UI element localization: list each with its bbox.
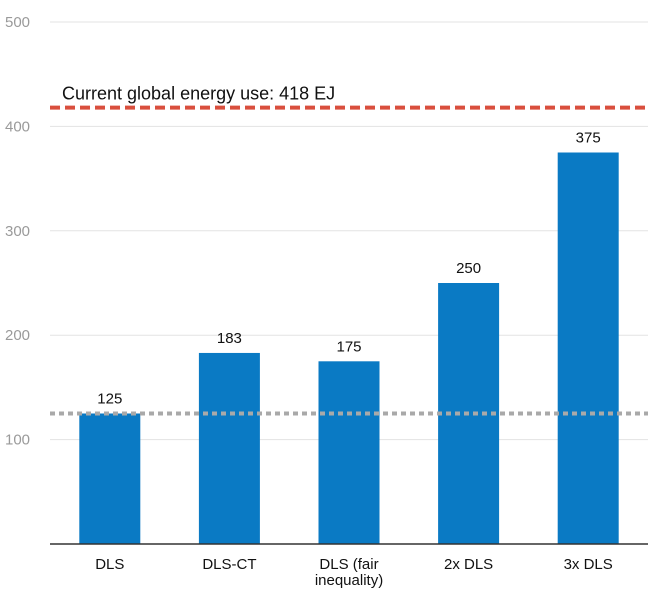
x-category-labels: DLS DLS-CT DLS (fair inequality) 2x DLS 3x DL… — [95, 556, 613, 589]
y-tick-labels: 100 200 300 400 500 — [5, 14, 30, 449]
x-category-label-0: DLS — [95, 556, 124, 573]
reference-lines: Current global energy use: 418 EJ — [50, 84, 648, 416]
value-label-3: 250 — [456, 260, 481, 277]
y-tick-label-400: 400 — [5, 118, 30, 135]
value-label-0: 125 — [97, 391, 122, 408]
y-tick-label-300: 300 — [5, 223, 30, 240]
bar-layer — [79, 152, 619, 544]
bar-4 — [557, 152, 619, 544]
y-tick-label-200: 200 — [5, 327, 30, 344]
y-tick-label-500: 500 — [5, 14, 30, 31]
bar-1 — [198, 352, 260, 544]
x-category-label-1: DLS-CT — [202, 556, 256, 573]
value-label-4: 375 — [576, 130, 601, 147]
x-category-label-4: 3x DLS — [564, 556, 613, 573]
reference-line-label: Current global energy use: 418 EJ — [62, 84, 335, 104]
value-label-2: 175 — [336, 338, 361, 355]
bar-0 — [79, 413, 141, 544]
bar-2 — [318, 361, 380, 544]
value-labels: 125 183 175 250 375 — [97, 130, 600, 408]
x-category-label-3: 2x DLS — [444, 556, 493, 573]
y-tick-label-100: 100 — [5, 432, 30, 449]
grid-layer — [50, 21, 648, 441]
value-label-1: 183 — [217, 330, 242, 347]
x-category-label-2: DLS (fair inequality) — [315, 556, 383, 589]
